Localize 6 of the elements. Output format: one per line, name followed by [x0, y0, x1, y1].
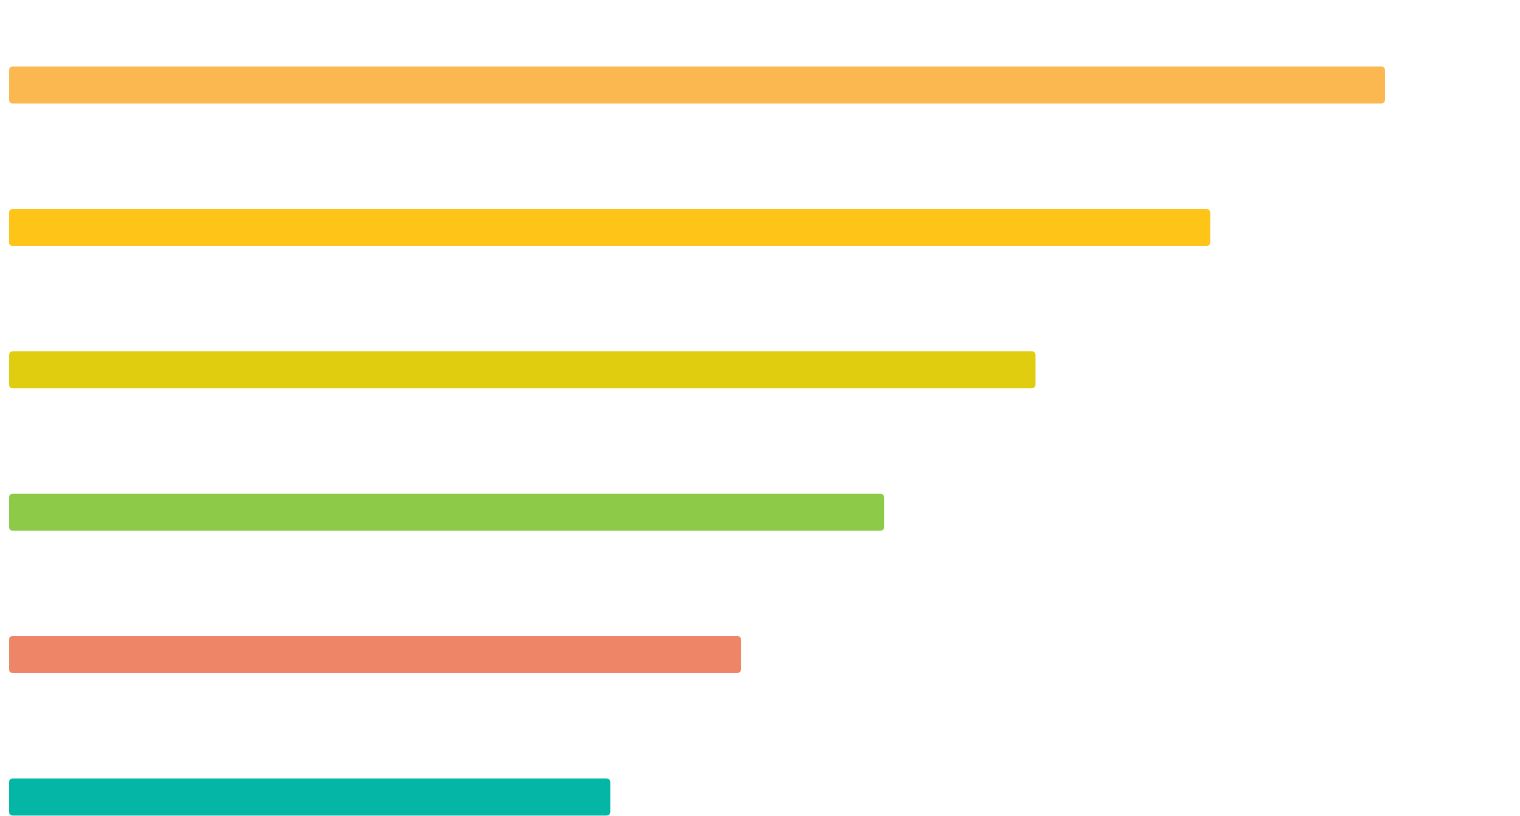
bar	[9, 778, 611, 816]
bar	[9, 493, 885, 531]
bar	[9, 66, 1385, 104]
bar	[9, 351, 1036, 389]
bar	[9, 208, 1211, 246]
bar	[9, 636, 742, 674]
